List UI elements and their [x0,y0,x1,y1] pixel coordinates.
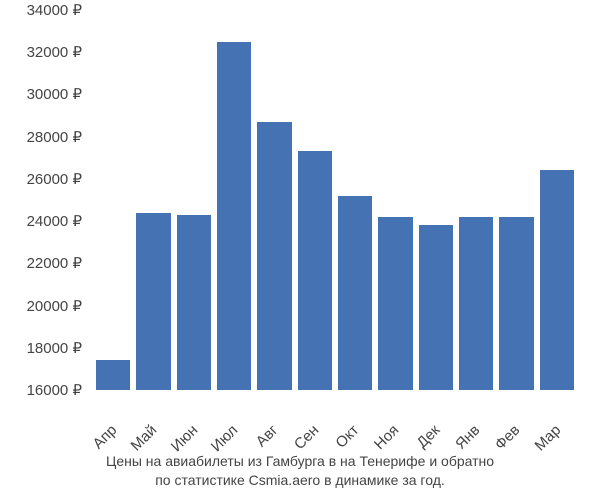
bar [378,217,412,390]
bar [298,151,332,390]
y-tick-label: 18000 ₽ [27,339,82,357]
price-chart: 16000 ₽ 18000 ₽ 20000 ₽ 22000 ₽ 24000 ₽ 26000… [0,0,600,500]
bar [177,215,211,390]
y-tick-label: 28000 ₽ [27,128,82,146]
bar [459,217,493,390]
y-tick-label: 30000 ₽ [27,85,82,103]
chart-caption: Цены на авиабилеты из Гамбурга в на Тене… [0,452,600,490]
y-tick-label: 26000 ₽ [27,170,82,188]
bars-container [90,10,580,390]
bar [96,360,130,390]
y-tick-label: 32000 ₽ [27,43,82,61]
y-axis: 16000 ₽18000 ₽20000 ₽22000 ₽24000 ₽26000… [0,10,86,390]
bar [419,225,453,390]
y-tick-label: 20000 ₽ [27,297,82,315]
bar [136,213,170,390]
bar [217,42,251,390]
y-tick-label: 16000 ₽ [27,381,82,399]
y-tick-label: 22000 ₽ [27,254,82,272]
bar [499,217,533,390]
y-tick-label: 34000 ₽ [27,1,82,19]
caption-line-1: Цены на авиабилеты из Гамбурга в на Тене… [106,453,494,469]
plot-area [90,10,580,390]
bar [338,196,372,390]
y-tick-label: 24000 ₽ [27,212,82,230]
bar [257,122,291,390]
caption-line-2: по статистике Csmia.aero в динамике за г… [155,472,445,488]
bar [540,170,574,390]
x-axis: АпрМайИюнИюлАвгСенОктНояДекЯнвФевМар [90,394,580,454]
